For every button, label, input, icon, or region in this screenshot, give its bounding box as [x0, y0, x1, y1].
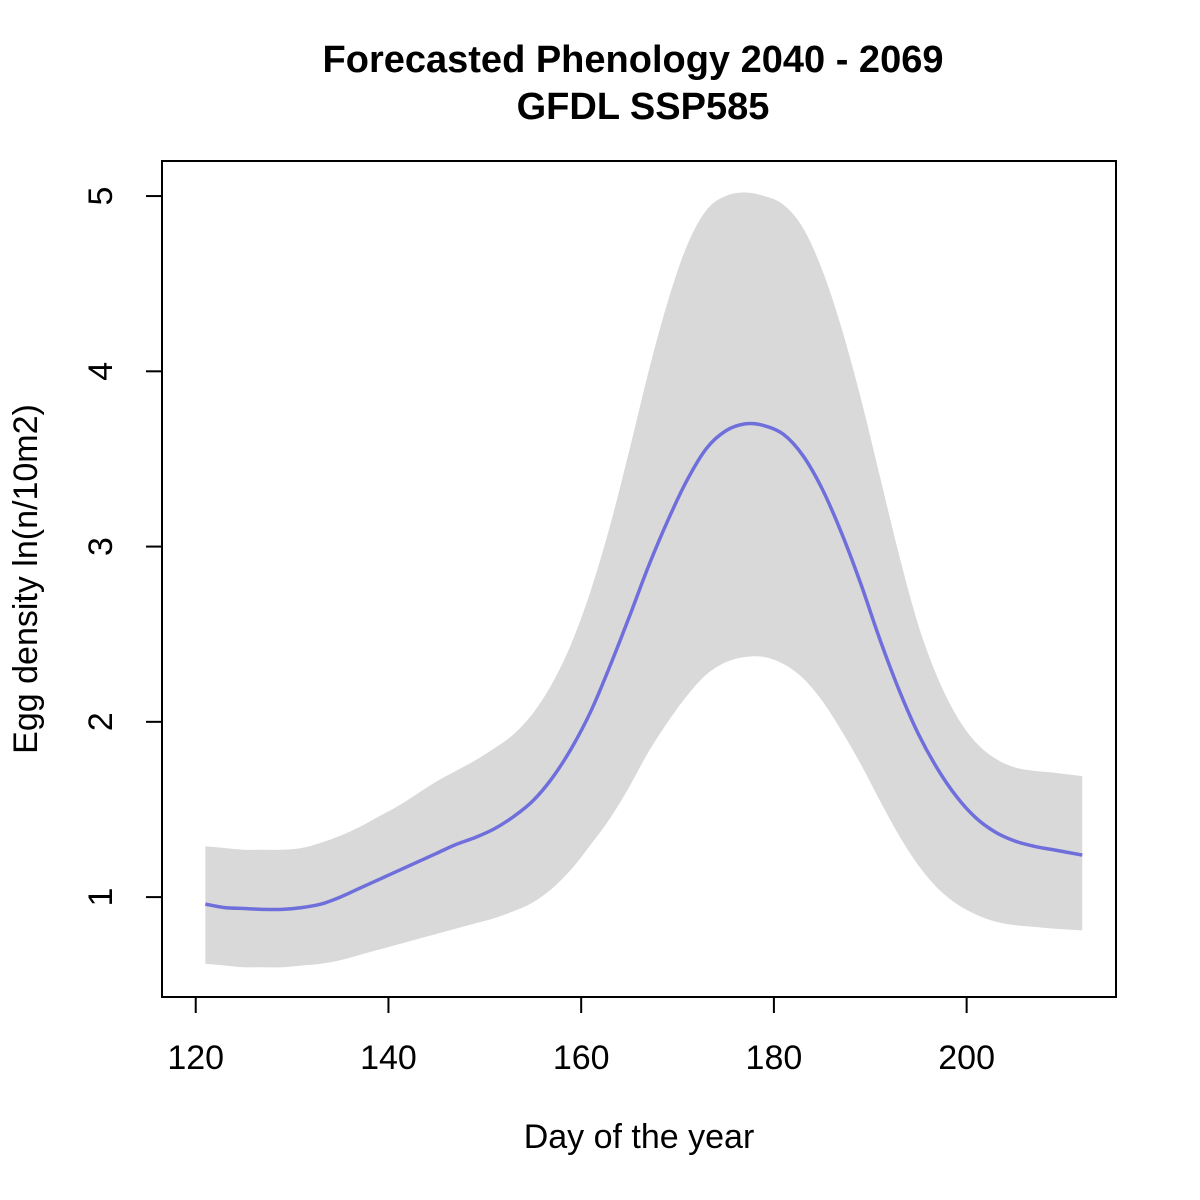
x-tick-label: 200 — [938, 1039, 995, 1077]
chart-title: Forecasted Phenology 2040 - 2069 — [323, 39, 944, 81]
y-tick-label: 2 — [82, 712, 120, 731]
y-tick-label: 4 — [82, 362, 120, 381]
mean-line — [205, 421, 1083, 912]
x-axis: 120 140 160 180 200 — [167, 996, 995, 1077]
x-tick-label: 140 — [360, 1039, 417, 1077]
y-tick-label: 1 — [82, 888, 120, 907]
x-tick-label: 120 — [167, 1039, 224, 1077]
chart-subtitle: GFDL SSP585 — [517, 86, 770, 128]
y-tick-label: 3 — [82, 537, 120, 556]
y-tick-label: 5 — [82, 187, 120, 206]
x-tick-label: 180 — [746, 1039, 803, 1077]
y-axis: 1 2 3 4 5 — [82, 187, 163, 907]
mean-line-layer — [205, 421, 1083, 912]
x-axis-label: Day of the year — [524, 1118, 755, 1156]
x-tick-label: 160 — [553, 1039, 610, 1077]
y-axis-label: Egg density ln(n/10m2) — [7, 404, 45, 754]
